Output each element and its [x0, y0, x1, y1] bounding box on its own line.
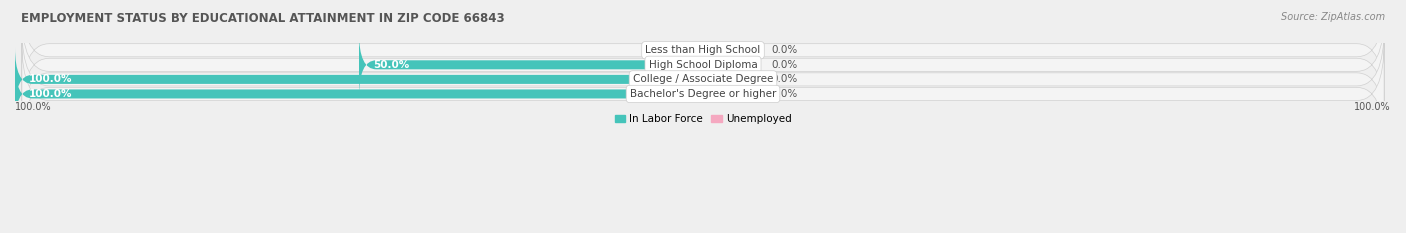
Text: 100.0%: 100.0% — [28, 74, 72, 84]
FancyBboxPatch shape — [22, 42, 1384, 146]
FancyBboxPatch shape — [703, 18, 758, 82]
Text: 0.0%: 0.0% — [772, 60, 799, 70]
Text: 0.0%: 0.0% — [772, 45, 799, 55]
FancyBboxPatch shape — [22, 13, 1384, 116]
FancyBboxPatch shape — [22, 28, 1384, 131]
FancyBboxPatch shape — [359, 33, 703, 97]
Text: High School Diploma: High School Diploma — [648, 60, 758, 70]
FancyBboxPatch shape — [22, 0, 1384, 102]
FancyBboxPatch shape — [703, 62, 758, 126]
Text: 100.0%: 100.0% — [15, 102, 52, 112]
Text: 50.0%: 50.0% — [373, 60, 409, 70]
Legend: In Labor Force, Unemployed: In Labor Force, Unemployed — [610, 110, 796, 128]
FancyBboxPatch shape — [15, 48, 703, 111]
Text: Less than High School: Less than High School — [645, 45, 761, 55]
Text: 100.0%: 100.0% — [1354, 102, 1391, 112]
FancyBboxPatch shape — [15, 62, 703, 126]
Text: 100.0%: 100.0% — [28, 89, 72, 99]
Text: 0.0%: 0.0% — [772, 89, 799, 99]
FancyBboxPatch shape — [703, 33, 758, 97]
Text: Bachelor's Degree or higher: Bachelor's Degree or higher — [630, 89, 776, 99]
FancyBboxPatch shape — [703, 48, 758, 111]
Text: 0.0%: 0.0% — [772, 74, 799, 84]
Text: College / Associate Degree: College / Associate Degree — [633, 74, 773, 84]
Text: Source: ZipAtlas.com: Source: ZipAtlas.com — [1281, 12, 1385, 22]
FancyBboxPatch shape — [689, 33, 703, 68]
Text: 0.0%: 0.0% — [666, 45, 693, 55]
Text: EMPLOYMENT STATUS BY EDUCATIONAL ATTAINMENT IN ZIP CODE 66843: EMPLOYMENT STATUS BY EDUCATIONAL ATTAINM… — [21, 12, 505, 25]
